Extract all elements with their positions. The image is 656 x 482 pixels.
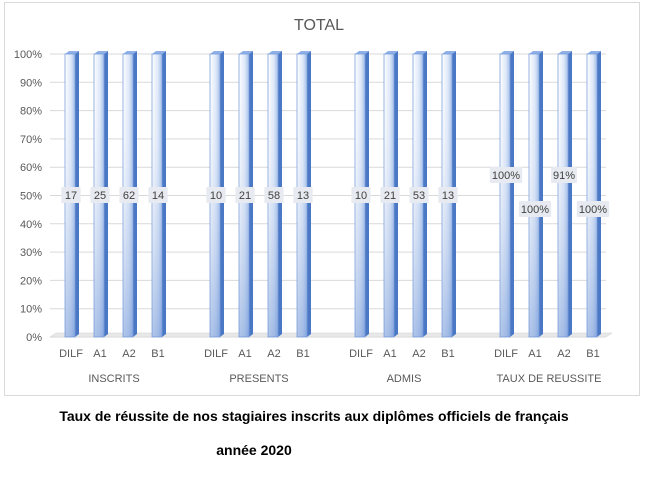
data-label: 14 (152, 190, 164, 202)
x-tick-label: DILF (204, 348, 228, 360)
x-tick-label: A1 (383, 348, 396, 360)
bar-top (442, 51, 456, 54)
bar-top (500, 51, 514, 54)
data-label-box (409, 187, 429, 203)
bar-top (65, 51, 79, 54)
bar-side (539, 51, 543, 337)
x-tick-label: A2 (412, 348, 425, 360)
data-label: 58 (268, 190, 280, 202)
data-label-box (438, 187, 458, 203)
bar-shading (529, 54, 539, 337)
data-label: 100% (492, 170, 520, 182)
data-label-box (351, 187, 371, 203)
bar-chart: 17 25 62 14 10 21 58 13 10 21 53 13100%100%91%100% … (14, 17, 613, 385)
data-label-box (235, 187, 255, 203)
y-tick-label: 40% (20, 219, 42, 231)
data-label-box (551, 167, 577, 183)
x-tick-label: A1 (528, 348, 541, 360)
x-tick-label: B1 (151, 348, 164, 360)
y-tick-label: 10% (20, 304, 42, 316)
bar-shading (587, 54, 597, 337)
y-tick-label: 0% (26, 332, 42, 344)
group-label: PRESENTS (229, 373, 288, 385)
bar-shading (500, 54, 510, 337)
bar-top (239, 51, 253, 54)
data-label-box (518, 201, 552, 217)
x-tick-label: B1 (586, 348, 599, 360)
data-labels: 17 25 62 14 10 21 58 13 10 21 53 13 100% 100% 91% 100% (61, 167, 610, 217)
bar-side (597, 51, 601, 337)
y-tick-label: 20% (20, 275, 42, 287)
x-tick-label: A1 (238, 348, 251, 360)
data-label-box (380, 187, 400, 203)
data-label: 10 (355, 190, 367, 202)
caption-line-2: année 2020 (216, 442, 292, 458)
y-tick-label: 70% (20, 134, 42, 146)
bar-side (510, 51, 514, 337)
x-tick-label: A2 (557, 348, 570, 360)
y-tick-label: 50% (20, 191, 42, 203)
x-tick-label: A1 (93, 348, 106, 360)
data-label-box (206, 187, 226, 203)
data-label-box (119, 187, 139, 203)
data-label: 10 (210, 190, 222, 202)
data-label-box (90, 187, 110, 203)
bar-top (297, 51, 311, 54)
bars (64, 51, 601, 338)
data-label: 21 (239, 190, 251, 202)
data-label-box (293, 187, 313, 203)
data-label: 17 (65, 190, 77, 202)
bar-top (558, 51, 572, 54)
x-tick-label: DILF (494, 348, 518, 360)
axis-labels: 0% 10% 20% 30% 40% 50% 60% 70% 80% 90% 100% DILF A1 A… (14, 49, 602, 385)
group-label: ADMIS (387, 373, 422, 385)
bar-top (413, 51, 427, 54)
y-tick-label: 60% (20, 162, 42, 174)
data-label: 25 (94, 190, 106, 202)
y-tick-label: 90% (20, 77, 42, 89)
bar-shading (558, 54, 568, 337)
data-label: 100% (579, 204, 607, 216)
bar-top (529, 51, 543, 54)
group-label: INSCRITS (88, 373, 139, 385)
data-label-box (61, 187, 81, 203)
x-tick-label: B1 (296, 348, 309, 360)
y-tick-label: 30% (20, 247, 42, 259)
data-label: 53 (413, 190, 425, 202)
group-label: TAUX DE REUSSITE (497, 373, 602, 385)
data-label: 62 (123, 190, 135, 202)
y-tick-label: 100% (14, 49, 42, 61)
bar-top (355, 51, 369, 54)
data-label-box (264, 187, 284, 203)
bar-top (152, 51, 166, 54)
data-label: 100% (521, 204, 549, 216)
data-label: 13 (297, 190, 309, 202)
x-tick-label: A2 (267, 348, 280, 360)
x-tick-label: DILF (59, 348, 83, 360)
bar-top (384, 51, 398, 54)
x-tick-label: DILF (349, 348, 373, 360)
data-label: 13 (442, 190, 454, 202)
data-label: 21 (384, 190, 396, 202)
bar-top (123, 51, 137, 54)
y-tick-label: 80% (20, 106, 42, 118)
x-tick-label: A2 (122, 348, 135, 360)
bar-side (568, 51, 572, 337)
caption-line-1: Taux de réussite de nos stagiaires inscr… (59, 408, 569, 424)
data-label-box (148, 187, 168, 203)
bar-top (268, 51, 282, 54)
bar-top (94, 51, 108, 54)
bar-top (210, 51, 224, 54)
x-tick-label: B1 (441, 348, 454, 360)
data-label-box (489, 167, 523, 183)
data-label: 91% (553, 170, 575, 182)
bar-top (587, 51, 601, 54)
chart-title: TOTAL (294, 17, 344, 34)
data-label-box (576, 201, 610, 217)
